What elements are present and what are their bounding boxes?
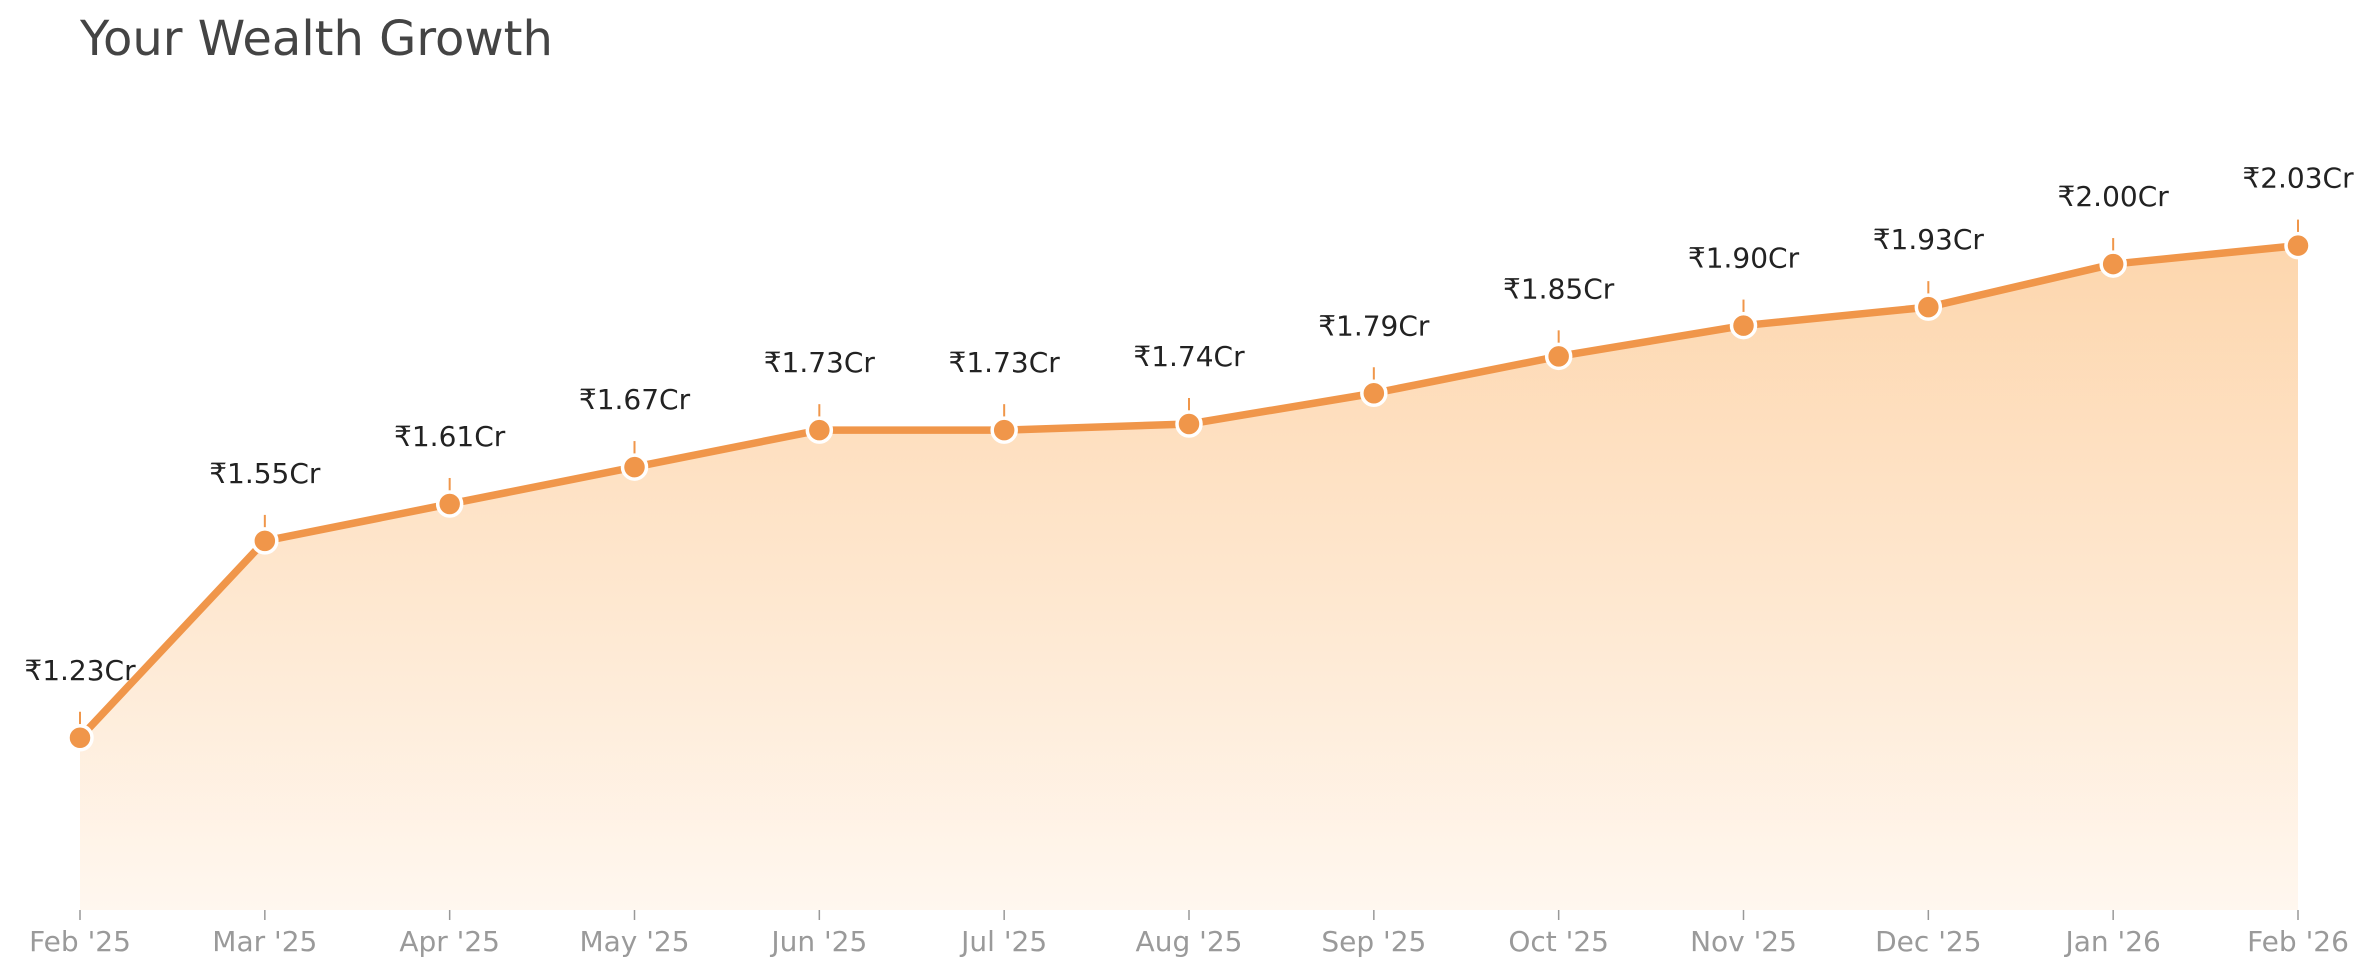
x-tick-label: Jul '25 — [959, 925, 1047, 958]
x-tick-label: Jun '25 — [769, 925, 867, 958]
marker — [1544, 342, 1573, 371]
x-tick-label: Aug '25 — [1136, 925, 1243, 958]
value-label: ₹1.90Cr — [1688, 242, 1800, 275]
value-label: ₹2.00Cr — [2058, 180, 2170, 213]
marker — [1175, 410, 1203, 438]
marker — [620, 453, 649, 481]
value-label: ₹1.79Cr — [1318, 309, 1430, 342]
value-label: ₹1.93Cr — [1873, 223, 1985, 256]
x-tick-label: May '25 — [579, 925, 689, 958]
value-label: ₹2.03Cr — [2242, 162, 2354, 195]
marker — [66, 724, 94, 752]
marker — [1729, 311, 1758, 340]
marker — [990, 416, 1018, 444]
marker — [1914, 293, 1943, 321]
x-tick-label: Mar '25 — [212, 925, 317, 958]
x-tick-label: Jan '26 — [2063, 925, 2160, 958]
x-tick-label: Dec '25 — [1875, 925, 1981, 958]
x-tick-label: Apr '25 — [399, 925, 500, 958]
area-fill — [80, 245, 2298, 910]
value-label: ₹1.73Cr — [949, 346, 1061, 379]
x-tick-label: Feb '26 — [2247, 925, 2349, 958]
value-label: ₹1.23Cr — [24, 654, 136, 687]
chart-title: Your Wealth Growth — [79, 11, 553, 67]
value-label: ₹1.74Cr — [1133, 340, 1245, 373]
marker — [1360, 379, 1388, 407]
x-tick-label: Oct '25 — [1508, 925, 1609, 958]
marker — [2099, 250, 2127, 278]
value-label: ₹1.61Cr — [394, 420, 506, 453]
marker — [435, 490, 464, 518]
x-tick-label: Feb '25 — [29, 925, 131, 958]
marker — [2284, 231, 2312, 260]
value-label: ₹1.73Cr — [764, 346, 876, 379]
value-label: ₹1.67Cr — [579, 383, 691, 416]
value-label: ₹1.55Cr — [209, 457, 321, 490]
marker — [251, 527, 279, 555]
x-tick-label: Sep '25 — [1321, 925, 1426, 958]
marker — [805, 416, 834, 444]
x-tick-label: Nov '25 — [1690, 925, 1797, 958]
value-label: ₹1.85Cr — [1503, 272, 1615, 305]
